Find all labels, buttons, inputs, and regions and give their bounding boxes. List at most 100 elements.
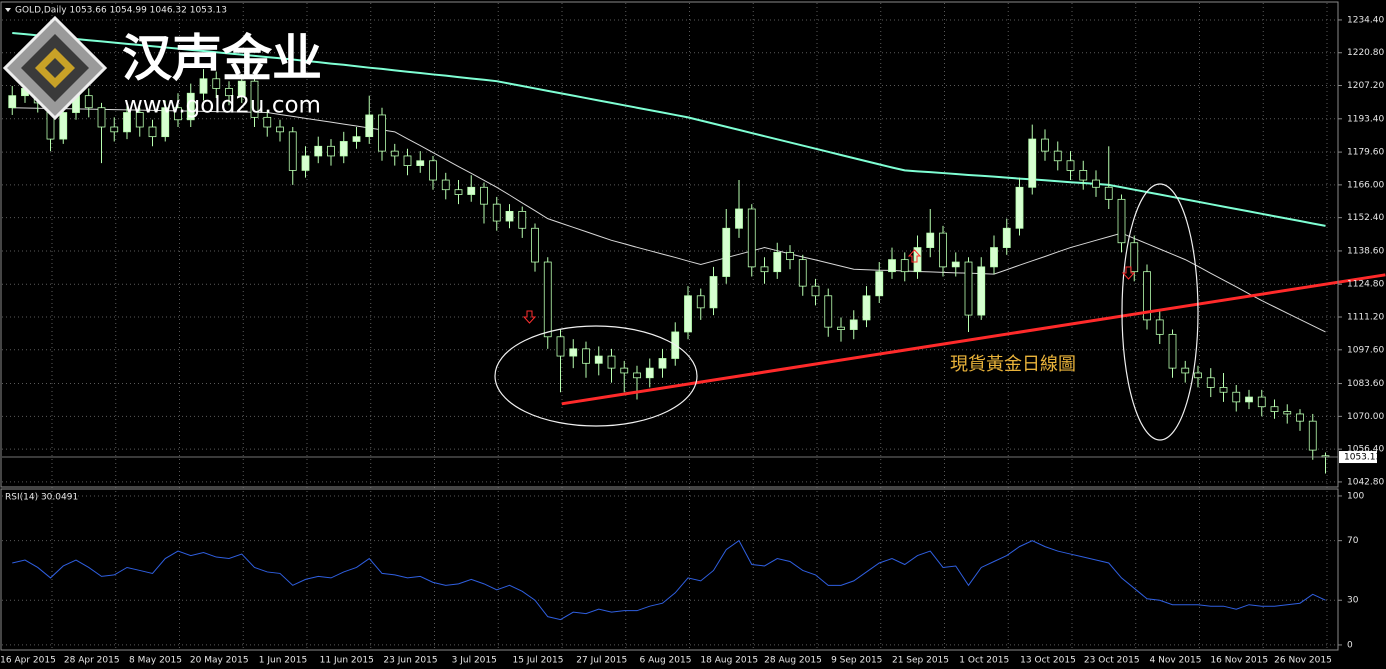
candle-body <box>263 116 272 128</box>
candle-body <box>1308 420 1317 451</box>
candle-body <box>709 276 718 309</box>
candle-body <box>837 326 845 330</box>
candle-body <box>225 88 233 97</box>
main-panel-frame <box>0 1 1339 488</box>
candle-body <box>339 141 348 157</box>
trend-line <box>561 273 1386 406</box>
candle-body <box>186 92 195 121</box>
candle-body <box>327 145 335 157</box>
y-tick-label: 0 <box>1347 640 1353 650</box>
x-tick-label: 8 May 2015 <box>129 656 182 666</box>
candle-body <box>1002 227 1011 248</box>
candle-body <box>1257 396 1266 408</box>
candle-body <box>735 208 743 229</box>
candle-body <box>1015 186 1024 229</box>
candle-body <box>594 355 603 364</box>
candle-body <box>607 355 616 369</box>
candle-body <box>161 107 170 138</box>
candle-body <box>798 259 807 287</box>
candle-body <box>1296 413 1304 422</box>
candle-body <box>556 336 565 357</box>
candle-body <box>378 114 386 152</box>
candle-body <box>110 126 119 133</box>
candle-body <box>416 160 425 166</box>
candle-body <box>1028 138 1037 188</box>
candle-body <box>1092 179 1100 188</box>
y-tick-label: 1207.20 <box>1347 81 1384 91</box>
y-tick-label: 1220.80 <box>1347 48 1384 58</box>
x-tick-label: 28 Apr 2015 <box>64 656 120 666</box>
candle-body <box>849 319 858 330</box>
logo: 汉声金业 www.gold2u.com <box>2 15 322 121</box>
candle-body <box>633 372 641 379</box>
candle-body <box>492 203 501 222</box>
candle-body <box>352 136 361 142</box>
y-tick-label: 1193.40 <box>1347 114 1384 124</box>
candle-body <box>59 112 68 140</box>
highlight-ellipse <box>494 325 698 427</box>
candle-body <box>148 126 157 138</box>
y-tick-label: 1070.00 <box>1347 412 1384 422</box>
x-tick-label: 23 Oct 2015 <box>1084 656 1140 666</box>
candle-body <box>123 112 131 133</box>
candle-body <box>1219 387 1228 393</box>
x-tick-label: 16 Apr 2015 <box>0 656 56 666</box>
moving-average-line <box>12 31 1326 227</box>
candle-body <box>480 186 488 205</box>
candle-body <box>951 261 960 268</box>
signal-arrow <box>1121 266 1136 280</box>
candle-body <box>862 295 871 321</box>
moving-average-line <box>12 107 1326 333</box>
x-tick-label: 16 Nov 2015 <box>1210 656 1268 666</box>
last-price-label: 1053.13 <box>1344 453 1381 463</box>
candle-body <box>518 210 527 229</box>
y-tick-label: 1166.00 <box>1347 180 1384 190</box>
rsi-title: RSI(14) 30.0491 <box>5 493 78 503</box>
y-tick-label: 1124.80 <box>1347 280 1384 290</box>
x-tick-label: 23 Jun 2015 <box>383 656 437 666</box>
candle-body <box>314 145 323 157</box>
candle-body <box>1270 406 1279 412</box>
candle-body <box>926 232 935 248</box>
candle-body <box>543 261 552 338</box>
candle-body <box>1053 150 1062 162</box>
menu-arrow <box>5 8 11 12</box>
candle-body <box>403 155 412 166</box>
logo-name: 汉声金业 <box>122 30 322 88</box>
highlight-ellipse <box>1121 183 1199 441</box>
candle-body <box>1232 391 1241 403</box>
candle-body <box>390 150 399 157</box>
rsi-panel-frame <box>0 488 1339 651</box>
candle-body <box>505 210 514 222</box>
candle-body <box>174 107 182 121</box>
candle-body <box>467 186 476 195</box>
y-tick-label: 1056.40 <box>1347 445 1384 455</box>
candle-body <box>1130 242 1139 273</box>
candle-body <box>1041 138 1049 152</box>
x-tick-label: 3 Jul 2015 <box>452 656 497 666</box>
candle-body <box>531 227 539 263</box>
candle-body <box>722 227 731 277</box>
candle-body <box>786 251 794 261</box>
candle-body <box>888 259 896 273</box>
x-tick-label: 1 Oct 2015 <box>959 656 1009 666</box>
candle-body <box>212 78 221 89</box>
y-tick-label: 30 <box>1347 596 1359 606</box>
candle-body <box>1194 372 1202 379</box>
candle-body <box>1155 319 1164 335</box>
chart-annotation: 現貨黃金日線圖 <box>950 354 1076 375</box>
y-tick-label: 1111.20 <box>1347 313 1384 323</box>
candle-body <box>1066 160 1075 171</box>
candle-body <box>199 78 208 94</box>
plot <box>2 31 1386 621</box>
candle-body <box>658 358 667 369</box>
x-tick-label: 21 Sep 2015 <box>892 656 949 666</box>
candle-body <box>900 259 909 273</box>
candle-body <box>760 266 769 273</box>
x-tick-label: 18 Aug 2015 <box>700 656 758 666</box>
x-tick-label: 20 May 2015 <box>190 656 249 666</box>
x-tick-label: 6 Aug 2015 <box>640 656 692 666</box>
y-tick-label: 1097.60 <box>1347 345 1384 355</box>
candle-body <box>1104 186 1113 200</box>
